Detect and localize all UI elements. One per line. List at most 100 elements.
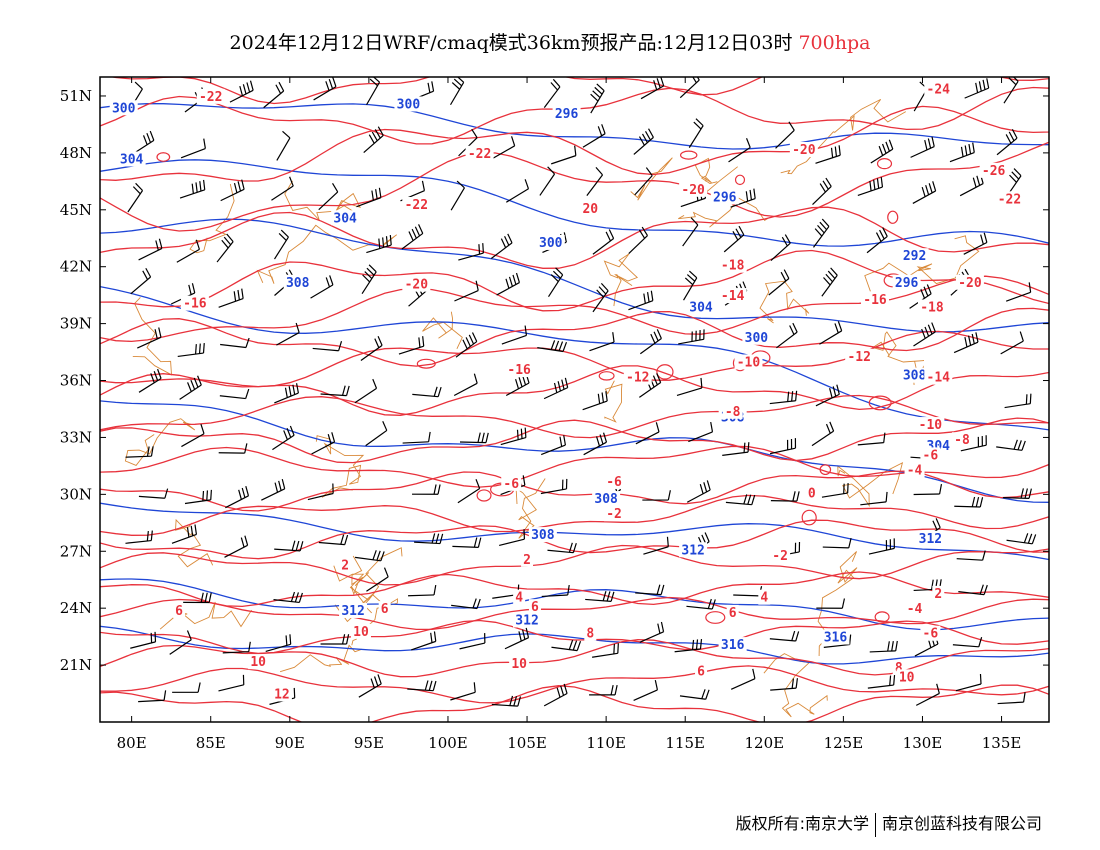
map-content: 300 300 296 304 304 296 300 292 296 308 304 300 308 3… [100,77,1049,722]
temperature-label: 8 [895,661,903,676]
wind-barb [411,631,437,651]
temperature-label: -24 [927,82,951,97]
wind-barb [274,540,304,552]
wind-barb [678,329,705,345]
wind-barb [586,166,604,196]
temperature-label: -4 [907,464,923,479]
height-label: 304 [333,211,357,226]
temperature-label-bg [604,473,625,489]
height-label: 296 [895,276,919,291]
wind-barb [125,446,154,458]
wind-barb [138,690,167,703]
wind-barb [541,584,570,598]
border-line [279,644,363,673]
wind-barb [220,337,250,349]
wind-barb [320,385,350,397]
wind-barb [635,422,660,445]
height-label-bg [892,274,921,290]
wind-barb [815,384,840,407]
wind-barb [179,179,206,199]
wind-barb [401,224,424,250]
wind-barb [958,584,988,596]
border-line [515,478,546,539]
wind-barb [733,586,763,597]
temperature-label-bg [932,585,945,601]
wind-barb [592,229,615,255]
temperature-label: 20 [582,202,598,217]
temperature-contour [100,275,1049,343]
temperature-label-bg [339,557,352,573]
temperature-label-bg [920,447,941,463]
wind-barb [730,188,756,208]
height-contours [100,103,1049,665]
height-labels: 300 300 296 304 304 296 300 292 296 308 304 300 308 3… [109,96,953,653]
wind-barb [131,130,155,156]
border-line [759,280,810,324]
wind-barb [642,490,671,501]
temperature-contour [100,494,1049,536]
wind-barb [457,479,481,504]
temperature-contour-loop [598,371,615,381]
height-label: 304 [689,300,713,315]
temperature-contour [100,417,1049,464]
wind-barb [318,534,349,546]
y-tick-label: 42N [60,258,92,276]
wind-barb [688,421,714,443]
temperature-label: 10 [899,670,915,685]
wind-barb [1004,393,1032,409]
wind-barb [769,630,800,642]
temperature-label-bg [758,589,771,605]
height-label: 312 [919,532,942,547]
wind-barb [639,329,662,355]
temperature-contour-loop [679,150,698,160]
wind-barb [628,290,654,311]
temperature-contour [100,206,1049,269]
temperature-label-bg [955,274,984,290]
wind-barb [769,438,797,455]
wind-barb [996,129,1018,156]
wind-barb [543,683,568,707]
wind-barb [272,425,295,451]
temperature-label: -18 [721,259,745,274]
wind-barb [363,126,384,154]
wind-barb [265,634,292,653]
wind-barb [676,377,703,396]
border-line [175,518,214,568]
temperature-label: -6 [503,477,519,492]
temperature-label-bg [917,299,946,315]
wind-barb [582,124,606,148]
wind-barb [224,535,249,558]
temperature-label: -18 [920,300,944,315]
copyright-right: 南京创蓝科技有限公司 [881,814,1042,833]
border-line [604,380,623,423]
temperature-contour [100,141,1049,232]
temperature-contour [100,544,1049,586]
height-label-bg [283,274,312,290]
wind-barb [127,182,144,213]
border-line [189,183,235,254]
temperature-label-bg [180,295,209,311]
temperature-contour [100,638,1049,678]
wind-barb [547,267,564,297]
wind-barb [867,675,896,689]
y-tick-label: 36N [60,372,92,390]
temperature-label-bg [845,348,874,364]
wind-barb [261,478,286,501]
temperature-label: -6 [606,475,622,490]
y-tick-label: 51N [60,87,92,105]
height-label-bg [900,248,929,264]
wind-barb [355,550,385,562]
map-frame [99,76,1050,723]
wind-barb [407,680,437,692]
wind-barb [775,121,795,149]
wind-barb [366,235,392,254]
wind-barb [408,584,437,597]
height-label: 308 [286,276,310,291]
wind-barb [218,443,248,454]
wind-barb [459,432,489,444]
temperature-label: 0 [808,486,816,501]
wind-barb [458,243,484,261]
wind-barb [679,689,710,700]
height-contour [100,159,1049,247]
temperature-label: -22 [998,192,1021,207]
